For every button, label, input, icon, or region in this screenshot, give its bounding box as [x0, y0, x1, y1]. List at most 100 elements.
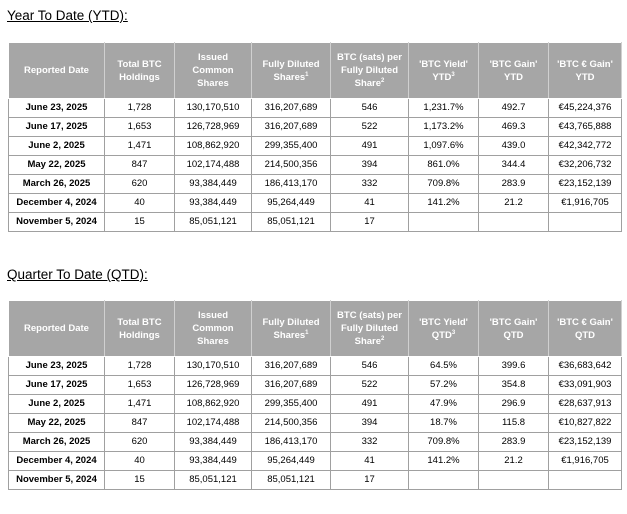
btc-yield-cell: 709.8%: [408, 174, 479, 194]
sats-per-share-cell: 491: [330, 136, 409, 156]
btc-eur-gain-cell: [548, 470, 622, 490]
sats-per-share-cell: 522: [330, 375, 409, 395]
btc-eur-gain-cell: €32,206,732: [548, 155, 622, 175]
table-row: March 26, 2025 620 93,384,449 186,413,170 33…: [8, 432, 622, 452]
btc-gain-cell: [478, 212, 549, 232]
fully-diluted-cell: 95,264,449: [251, 193, 331, 213]
header-issued-shares: Issued Common Shares: [174, 42, 252, 99]
fully-diluted-cell: 316,207,689: [251, 356, 331, 376]
issued-shares-cell: 130,170,510: [174, 98, 252, 118]
table-row: June 17, 2025 1,653 126,728,969 316,207,689…: [8, 117, 622, 137]
header-issued-shares: Issued Common Shares: [174, 300, 252, 357]
table-row: November 5, 2024 15 85,051,121 85,051,121 17: [8, 212, 622, 232]
total-btc-cell: 847: [104, 413, 175, 433]
fully-diluted-cell: 214,500,356: [251, 413, 331, 433]
date-cell: June 17, 2025: [8, 375, 105, 395]
header-sats-per-share-label: BTC (sats) per Fully Diluted Share: [337, 52, 402, 89]
btc-yield-cell: [408, 470, 479, 490]
fully-diluted-cell: 299,355,400: [251, 136, 331, 156]
issued-shares-cell: 93,384,449: [174, 174, 252, 194]
header-reported-date: Reported Date: [8, 42, 105, 99]
total-btc-cell: 15: [104, 470, 175, 490]
fully-diluted-cell: 299,355,400: [251, 394, 331, 414]
fully-diluted-cell: 316,207,689: [251, 98, 331, 118]
date-cell: May 22, 2025: [8, 155, 105, 175]
fully-diluted-cell: 186,413,170: [251, 432, 331, 452]
btc-eur-gain-cell: €36,683,642: [548, 356, 622, 376]
footnote-3-marker: 3: [451, 71, 455, 78]
date-cell: June 23, 2025: [8, 356, 105, 376]
btc-eur-gain-cell: €28,637,913: [548, 394, 622, 414]
sats-per-share-cell: 522: [330, 117, 409, 137]
date-cell: June 23, 2025: [8, 98, 105, 118]
sats-per-share-cell: 41: [330, 451, 409, 471]
date-cell: November 5, 2024: [8, 470, 105, 490]
btc-yield-cell: 1,231.7%: [408, 98, 479, 118]
sats-per-share-cell: 546: [330, 356, 409, 376]
footnote-1-marker: 1: [305, 329, 309, 336]
header-reported-date: Reported Date: [8, 300, 105, 357]
sats-per-share-cell: 41: [330, 193, 409, 213]
sats-per-share-cell: 394: [330, 413, 409, 433]
btc-eur-gain-cell: €23,152,139: [548, 432, 622, 452]
header-total-btc: Total BTC Holdings: [104, 42, 175, 99]
date-cell: March 26, 2025: [8, 432, 105, 452]
date-cell: March 26, 2025: [8, 174, 105, 194]
date-cell: June 2, 2025: [8, 394, 105, 414]
header-fully-diluted-label: Fully Diluted Shares: [262, 58, 320, 83]
btc-yield-cell: 709.8%: [408, 432, 479, 452]
issued-shares-cell: 108,862,920: [174, 394, 252, 414]
table-row: June 2, 2025 1,471 108,862,920 299,355,400 4…: [8, 394, 622, 414]
ytd-table-body: June 23, 2025 1,728 130,170,510 316,207,689…: [8, 98, 622, 232]
total-btc-cell: 1,728: [104, 98, 175, 118]
btc-gain-cell: 354.8: [478, 375, 549, 395]
btc-yield-cell: 47.9%: [408, 394, 479, 414]
header-total-btc: Total BTC Holdings: [104, 300, 175, 357]
issued-shares-cell: 108,862,920: [174, 136, 252, 156]
issued-shares-cell: 126,728,969: [174, 117, 252, 137]
btc-yield-cell: 1,097.6%: [408, 136, 479, 156]
btc-yield-cell: 64.5%: [408, 356, 479, 376]
total-btc-cell: 1,471: [104, 394, 175, 414]
btc-gain-cell: 283.9: [478, 432, 549, 452]
footnote-1-marker: 1: [305, 71, 309, 78]
table-row: May 22, 2025 847 102,174,488 214,500,356 394…: [8, 155, 622, 175]
total-btc-cell: 40: [104, 193, 175, 213]
btc-gain-cell: 344.4: [478, 155, 549, 175]
footnote-3-marker: 3: [451, 329, 456, 336]
total-btc-cell: 847: [104, 155, 175, 175]
header-btc-yield: 'BTC Yield' QTD3: [408, 300, 479, 357]
btc-eur-gain-cell: €1,916,705: [548, 193, 622, 213]
btc-yield-cell: 861.0%: [408, 155, 479, 175]
btc-gain-cell: 21.2: [478, 193, 549, 213]
total-btc-cell: 1,471: [104, 136, 175, 156]
total-btc-cell: 15: [104, 212, 175, 232]
date-cell: December 4, 2024: [8, 193, 105, 213]
btc-yield-cell: 141.2%: [408, 451, 479, 471]
table-row: June 23, 2025 1,728 130,170,510 316,207,689…: [8, 98, 622, 118]
btc-eur-gain-cell: €33,091,903: [548, 375, 622, 395]
ytd-table: Reported Date Total BTC Holdings Issued …: [8, 42, 622, 232]
header-btc-eur-gain: 'BTC € Gain' QTD: [548, 300, 622, 357]
ytd-header-row: Reported Date Total BTC Holdings Issued …: [8, 42, 622, 99]
btc-gain-cell: 399.6: [478, 356, 549, 376]
btc-gain-cell: 439.0: [478, 136, 549, 156]
sats-per-share-cell: 332: [330, 432, 409, 452]
btc-eur-gain-cell: [548, 212, 622, 232]
ytd-section-title: Year To Date (YTD):: [7, 8, 128, 23]
issued-shares-cell: 93,384,449: [174, 432, 252, 452]
sats-per-share-cell: 394: [330, 155, 409, 175]
btc-gain-cell: 296.9: [478, 394, 549, 414]
btc-eur-gain-cell: €1,916,705: [548, 451, 622, 471]
qtd-section-title: Quarter To Date (QTD):: [7, 267, 148, 282]
btc-eur-gain-cell: €10,827,822: [548, 413, 622, 433]
header-fully-diluted: Fully Diluted Shares1: [251, 42, 331, 99]
sats-per-share-cell: 17: [330, 470, 409, 490]
qtd-table: Reported Date Total BTC Holdings Issued …: [8, 300, 622, 490]
table-row: November 5, 2024 15 85,051,121 85,051,121 17: [8, 470, 622, 490]
total-btc-cell: 620: [104, 432, 175, 452]
header-btc-yield-label: 'BTC Yield' YTD: [419, 58, 468, 83]
btc-eur-gain-cell: €42,342,772: [548, 136, 622, 156]
header-fully-diluted-label: Fully Diluted Shares: [262, 316, 320, 341]
footnote-2-marker: 2: [381, 77, 385, 84]
